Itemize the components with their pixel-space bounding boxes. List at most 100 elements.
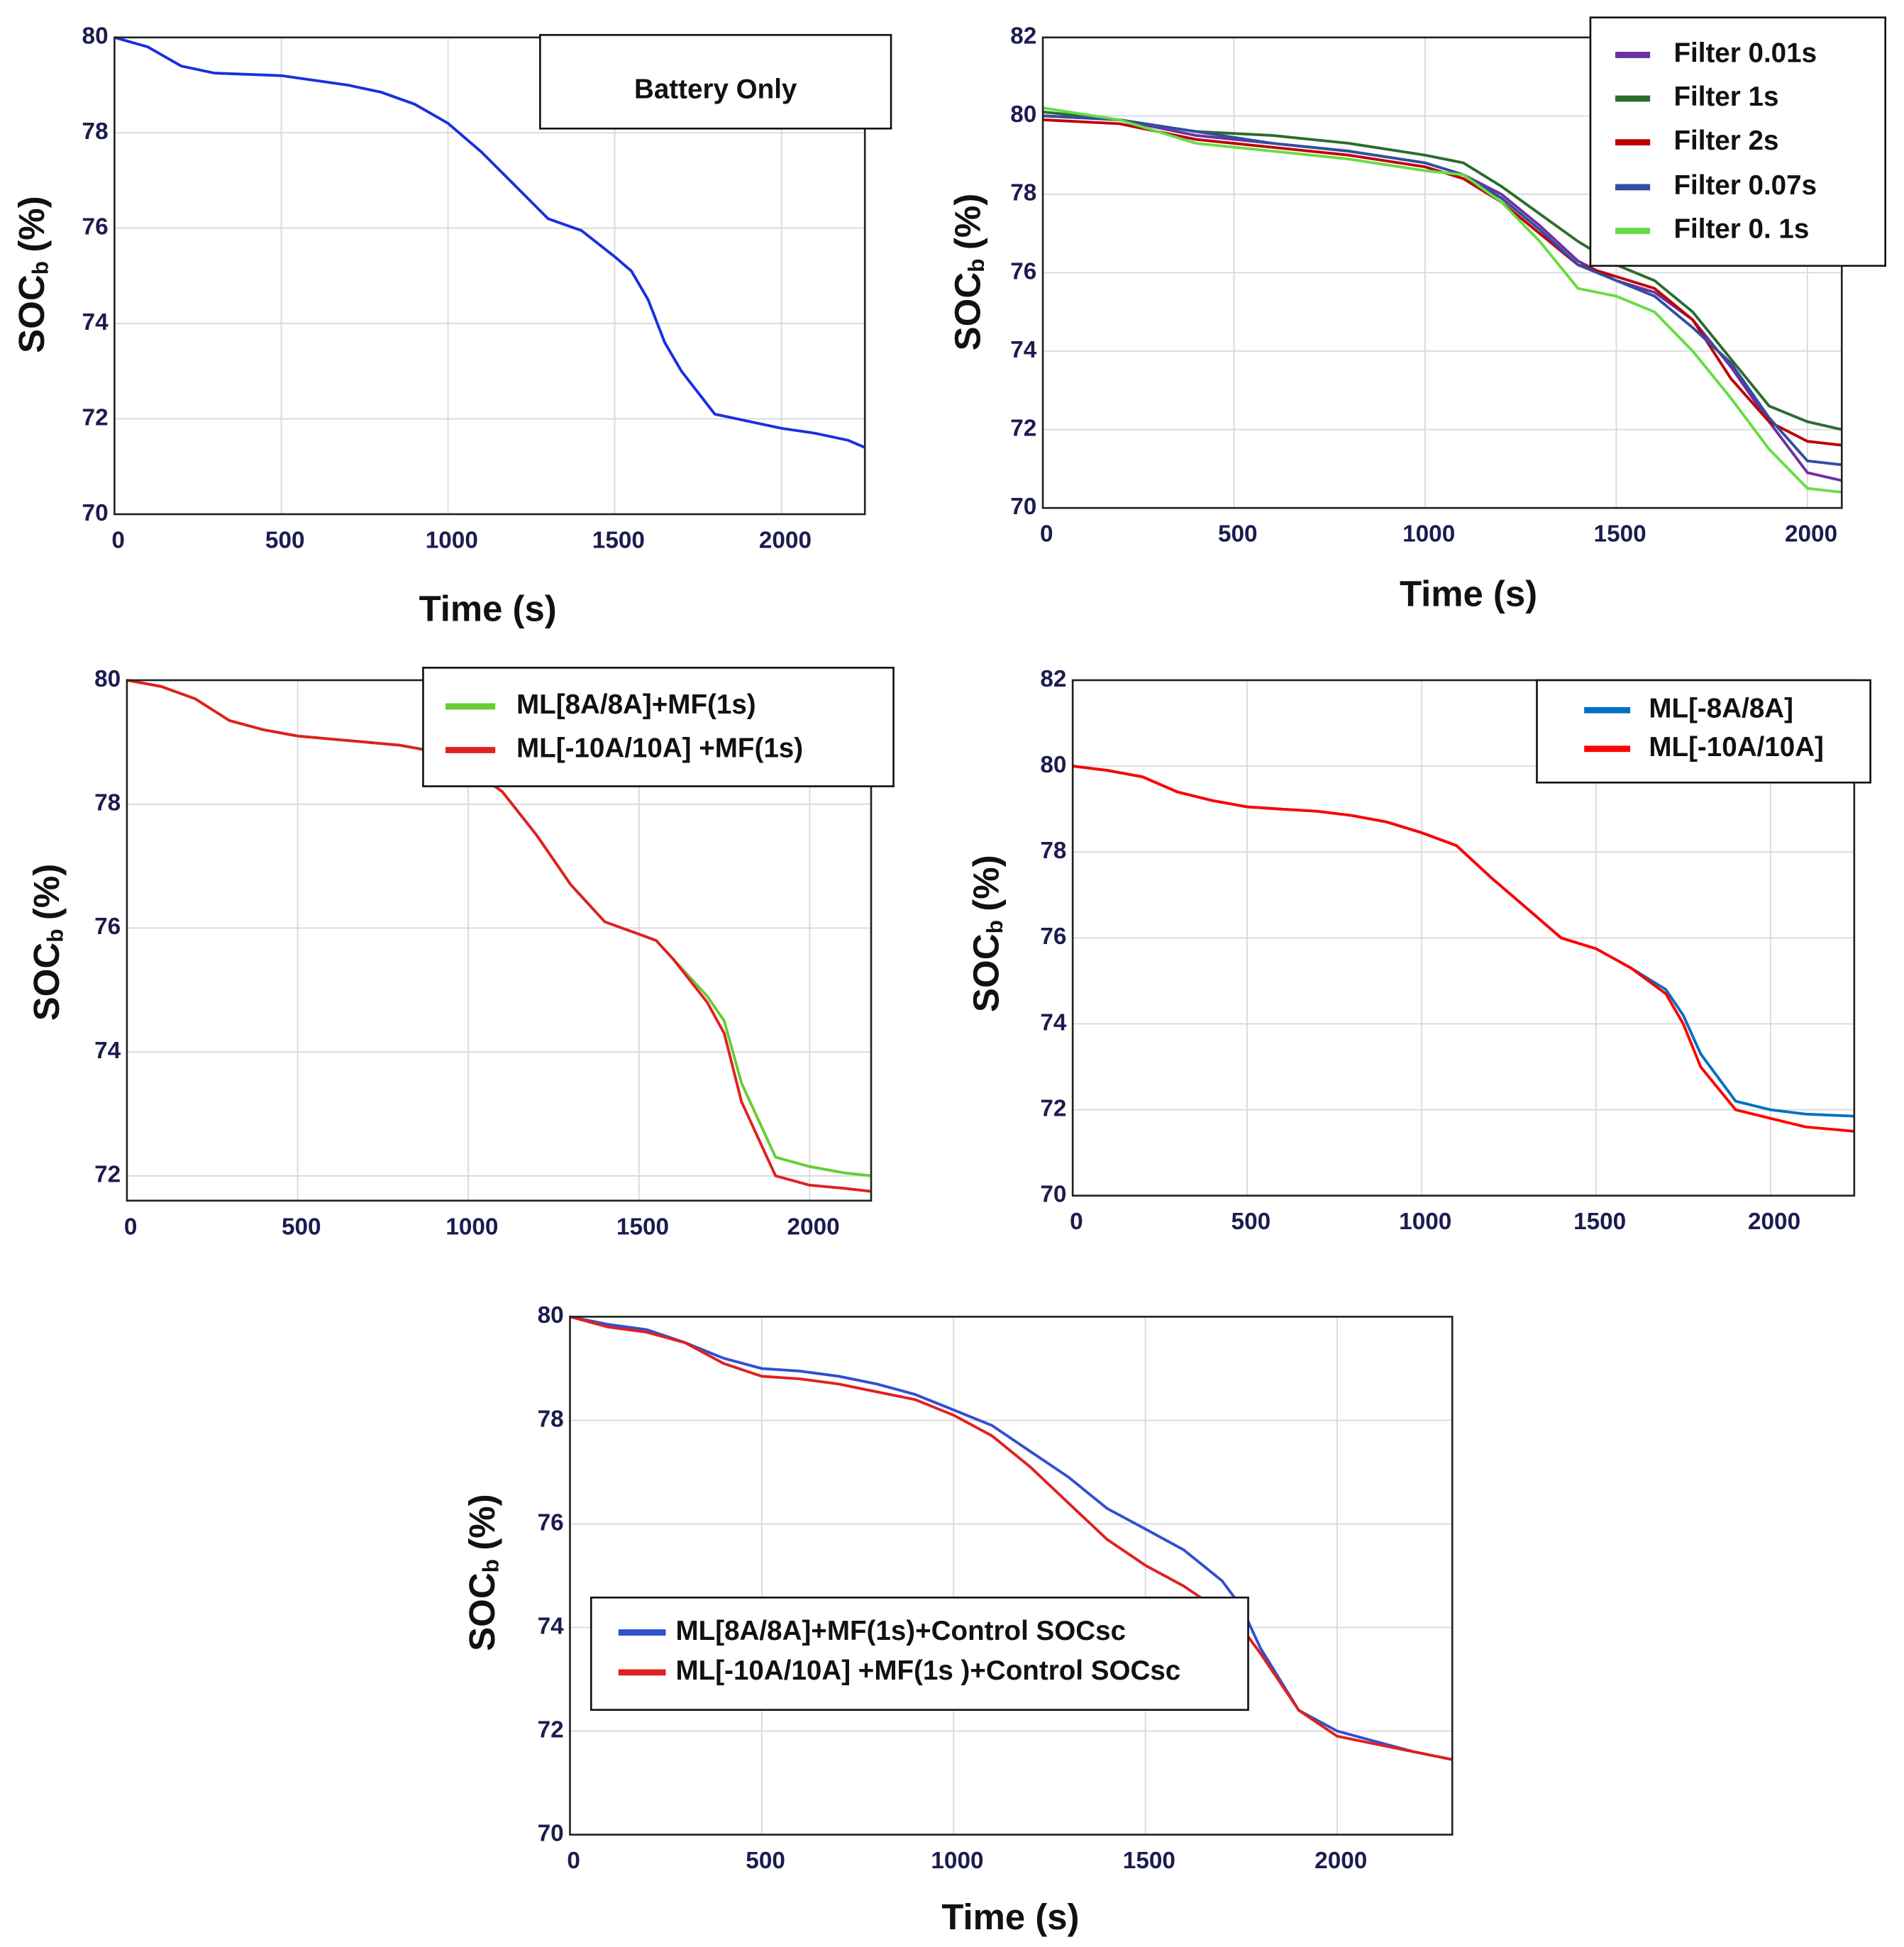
legend-label: Battery Only — [634, 74, 797, 105]
y-tick-label: 70 — [1010, 494, 1036, 520]
plot-area — [570, 1316, 1453, 1835]
y-axis-title-main: SOC — [966, 933, 1007, 1012]
y-tick-label: 76 — [82, 213, 109, 240]
y-axis-title: SOCb (%) — [948, 194, 989, 351]
y-tick-label: 82 — [1040, 666, 1066, 692]
y-tick-label: 70 — [538, 1820, 564, 1846]
y-tick-label: 78 — [538, 1406, 564, 1432]
y-tick-label: 80 — [1040, 752, 1066, 778]
y-tick-label: 80 — [82, 23, 109, 50]
x-tick-label: 1000 — [1399, 1209, 1451, 1235]
x-tick-label: 2000 — [759, 527, 812, 553]
legend-box — [539, 33, 892, 130]
y-axis-title-main: SOC — [27, 943, 67, 1021]
y-tick-label: 78 — [1040, 838, 1066, 864]
y-axis-title-main: SOC — [463, 1572, 503, 1651]
data-line — [1042, 110, 1842, 431]
data-line — [569, 1315, 1453, 1761]
x-axis-title: Time (s) — [1400, 573, 1537, 614]
legend-label: ML[8A/8A]+MF(1s) — [516, 689, 756, 720]
y-axis-title-main: SOC — [948, 272, 988, 351]
y-tick-label: 74 — [1010, 337, 1037, 363]
x-axis-title: Time (s) — [419, 589, 557, 629]
y-axis-title-unit: (%) — [12, 196, 52, 252]
y-tick-label: 70 — [1040, 1181, 1066, 1207]
x-tick-label: 2000 — [1314, 1848, 1367, 1874]
y-tick-label: 72 — [82, 404, 109, 431]
plot-frame — [1041, 36, 1843, 509]
x-tick-label: 2000 — [787, 1214, 840, 1240]
y-tick-label: 80 — [1010, 101, 1036, 128]
legend-box — [422, 667, 895, 787]
data-line — [1042, 118, 1842, 447]
legend-label: Filter 0.07s — [1673, 170, 1817, 201]
y-axis-title: SOCb (%) — [12, 196, 53, 353]
y-tick-label: 78 — [1010, 180, 1036, 206]
data-line — [1072, 765, 1855, 1133]
y-tick-label: 76 — [538, 1509, 564, 1536]
x-tick-label: 0 — [1040, 521, 1053, 548]
data-line — [114, 35, 865, 449]
y-tick-label: 76 — [1010, 258, 1036, 284]
y-axis-title-sub: b — [983, 920, 1008, 933]
y-axis-title: SOCb (%) — [27, 864, 68, 1021]
x-tick-label: 500 — [1218, 521, 1258, 548]
data-line — [1042, 114, 1842, 467]
y-axis-title-sub: b — [963, 258, 989, 272]
x-tick-label: 500 — [746, 1848, 785, 1874]
y-tick-label: 72 — [538, 1716, 564, 1743]
y-tick-label: 78 — [94, 789, 121, 816]
x-tick-label: 1500 — [616, 1214, 669, 1240]
x-tick-label: 1500 — [592, 527, 645, 553]
legend-box — [590, 1596, 1249, 1711]
y-tick-label: 74 — [94, 1038, 121, 1064]
x-tick-label: 1500 — [1123, 1848, 1175, 1874]
legend-label: Filter 1s — [1673, 82, 1778, 112]
y-axis-title-unit: (%) — [27, 864, 67, 920]
y-axis-title: SOCb (%) — [463, 1494, 504, 1651]
y-tick-label: 82 — [1010, 23, 1036, 50]
legend-label: Filter 0. 1s — [1673, 214, 1809, 245]
y-tick-label: 72 — [1040, 1095, 1066, 1121]
data-line — [126, 679, 872, 1193]
plot-frame — [114, 36, 866, 516]
y-axis-title-main: SOC — [12, 274, 52, 353]
legend-label: ML[-10A/10A] +MF(1s )+Control SOCsc — [676, 1655, 1181, 1686]
x-tick-label: 2000 — [1748, 1209, 1800, 1235]
data-line — [1042, 106, 1842, 494]
y-tick-label: 72 — [1010, 415, 1036, 441]
y-axis-title: SOCb (%) — [966, 855, 1007, 1012]
x-tick-label: 0 — [567, 1848, 580, 1874]
y-axis-title-unit: (%) — [463, 1494, 503, 1550]
x-tick-label: 1000 — [931, 1848, 983, 1874]
y-tick-label: 80 — [94, 666, 121, 692]
plot-frame — [1071, 679, 1856, 1197]
legend-label: ML[8A/8A]+MF(1s)+Control SOCsc — [676, 1616, 1127, 1646]
y-axis-title-unit: (%) — [966, 855, 1007, 911]
x-axis-title: Time (s) — [941, 1897, 1079, 1937]
y-axis-title-sub: b — [478, 1559, 504, 1572]
x-tick-label: 1500 — [1573, 1209, 1626, 1235]
x-tick-label: 1500 — [1594, 521, 1646, 548]
y-tick-label: 80 — [538, 1302, 564, 1328]
y-tick-label: 70 — [82, 500, 109, 526]
y-tick-label: 72 — [94, 1162, 121, 1188]
legend-label: Filter 2s — [1673, 126, 1778, 156]
x-tick-label: 1000 — [445, 1214, 498, 1240]
y-axis-title-unit: (%) — [948, 194, 988, 250]
y-axis-title-sub: b — [43, 928, 68, 942]
y-tick-label: 76 — [94, 914, 121, 940]
x-tick-label: 500 — [265, 527, 305, 553]
x-tick-label: 500 — [282, 1214, 321, 1240]
y-tick-label: 76 — [1040, 923, 1066, 950]
y-axis-title-sub: b — [28, 261, 53, 274]
x-tick-label: 1000 — [1402, 521, 1455, 548]
legend-label: Filter 0.01s — [1673, 38, 1817, 69]
x-tick-label: 1000 — [426, 527, 478, 553]
legend-label: ML[-10A/10A] — [1649, 732, 1824, 762]
x-tick-label: 0 — [124, 1214, 138, 1240]
y-tick-label: 78 — [82, 118, 109, 145]
plot-frame — [569, 1316, 1454, 1836]
x-tick-label: 2000 — [1785, 521, 1837, 548]
